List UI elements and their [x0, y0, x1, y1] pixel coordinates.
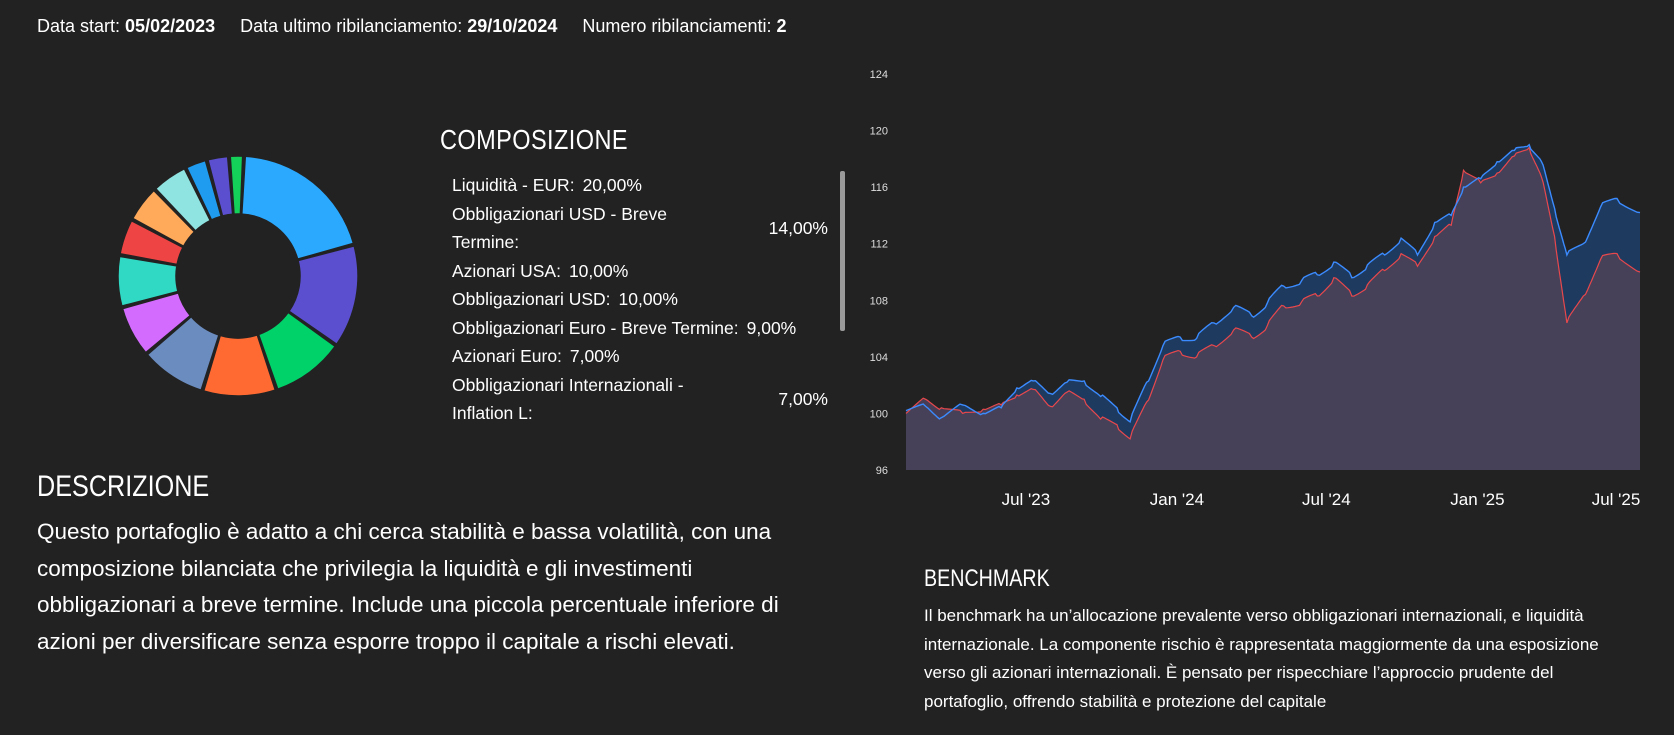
- y-tick-label: 108: [870, 295, 888, 307]
- rebalance-count-label: Numero ribilanciamenti:: [582, 16, 772, 36]
- composition-row: Azionari Euro: 7,00%: [452, 342, 828, 371]
- composition-label: Obbligazionari Internazionali - Inflatio…: [452, 374, 684, 424]
- donut-segment-2[interactable]: [288, 245, 359, 345]
- composition-label: Azionari USA:: [452, 260, 561, 281]
- y-tick-label: 96: [876, 465, 888, 477]
- composition-row: Azionari USA: 10,00%: [452, 257, 828, 286]
- benchmark-title: BENCHMARK: [924, 565, 1050, 592]
- start-date: Data start: 05/02/2023: [37, 16, 215, 36]
- composition-row: Obbligazionari USD - Breve Termine: 14,0…: [452, 200, 828, 257]
- donut-segment-1[interactable]: [241, 155, 355, 260]
- composition-row: Obbligazionari USD: 10,00%: [452, 285, 828, 314]
- donut-segment-3[interactable]: [257, 311, 336, 390]
- x-tick-label: Jul '23: [1002, 490, 1051, 509]
- rebalance-count-value: 2: [776, 16, 787, 36]
- composition-row: Obbligazionari Euro - Breve Termine: 9,0…: [452, 314, 828, 343]
- composition-donut-chart[interactable]: [98, 136, 378, 416]
- donut-segment-9[interactable]: [131, 189, 196, 247]
- composition-percent: 7,00%: [778, 388, 828, 409]
- portfolio-info-bar: Data start: 05/02/2023 Data ultimo ribil…: [37, 16, 807, 37]
- start-date-value: 05/02/2023: [125, 16, 216, 36]
- composition-row: Liquidità - EUR: 20,00%: [452, 171, 828, 200]
- composition-percent: 10,00%: [568, 260, 629, 281]
- composition-label: Liquidità - EUR:: [452, 175, 575, 195]
- x-tick-label: Jul '24: [1302, 490, 1351, 509]
- last-rebalance-date: Data ultimo ribilanciamento: 29/10/2024: [240, 16, 557, 36]
- last-rebalance-label: Data ultimo ribilanciamento:: [240, 16, 463, 36]
- composition-percent: 14,00%: [768, 217, 828, 238]
- start-date-label: Data start:: [37, 16, 121, 36]
- composition-label: Obbligazionari Euro - Breve Termine:: [452, 317, 739, 338]
- donut-segment-10[interactable]: [154, 167, 212, 232]
- donut-segment-8[interactable]: [119, 219, 184, 266]
- benchmark-area: [906, 147, 1640, 470]
- x-axis: Jul '23 Jan '24 Jul '24 Jan '25 Jul '25: [1002, 490, 1641, 509]
- composition-scrollbar[interactable]: [840, 171, 845, 331]
- composition-label: Obbligazionari USD:: [452, 289, 611, 309]
- donut-segment-4[interactable]: [202, 334, 277, 397]
- portfolio-line: [905, 143, 1641, 424]
- donut-segment-6[interactable]: [121, 292, 192, 354]
- composition-percent: 20,00%: [582, 175, 642, 195]
- x-tick-label: Jan '24: [1150, 490, 1204, 509]
- composition-percent: 10,00%: [618, 289, 678, 309]
- y-tick-label: 124: [870, 69, 888, 81]
- x-tick-label: Jul '25: [1592, 490, 1641, 509]
- description-title: DESCRIZIONE: [37, 470, 210, 503]
- composition-row: Obbligazionari Internazionali - Inflatio…: [452, 371, 828, 428]
- y-axis: 96 100 104 108 112 116 120 124: [870, 69, 888, 477]
- y-tick-label: 100: [870, 408, 888, 420]
- y-tick-label: 116: [870, 182, 888, 194]
- donut-segment-11[interactable]: [185, 159, 222, 221]
- benchmark-text: Il benchmark ha un’allocazione prevalent…: [924, 606, 1599, 711]
- donut-segment-5[interactable]: [146, 315, 220, 391]
- benchmark-line: [905, 146, 1641, 440]
- composition-percent: 9,00%: [746, 317, 797, 338]
- y-tick-label: 112: [870, 239, 888, 251]
- last-rebalance-value: 29/10/2024: [467, 16, 558, 36]
- rebalance-count: Numero ribilanciamenti: 2: [582, 16, 786, 36]
- donut-segment-13[interactable]: [229, 155, 244, 215]
- y-tick-label: 104: [870, 352, 888, 364]
- donut-segment-7[interactable]: [117, 255, 179, 307]
- composition-list[interactable]: Liquidità - EUR: 20,00% Obbligazionari U…: [452, 171, 828, 428]
- composition-percent: 7,00%: [569, 346, 620, 366]
- composition-label: Obbligazionari USD - Breve Termine:: [452, 203, 667, 253]
- y-tick-label: 120: [870, 126, 888, 138]
- x-tick-label: Jan '25: [1450, 490, 1504, 509]
- composition-title: COMPOSIZIONE: [440, 124, 628, 155]
- composition-label: Azionari Euro:: [452, 346, 562, 366]
- description-text: Questo portafoglio è adatto a chi cerca …: [37, 519, 779, 654]
- donut-segment-12[interactable]: [207, 155, 234, 217]
